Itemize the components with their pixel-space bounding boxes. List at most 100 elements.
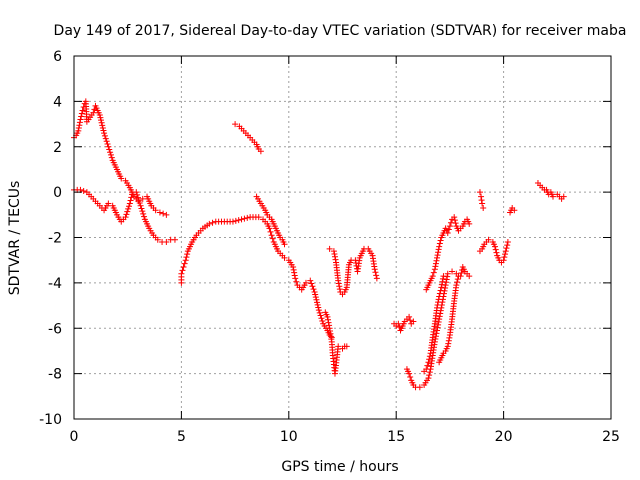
data-point-marker <box>443 279 450 286</box>
series-2 <box>71 186 178 246</box>
data-point-marker <box>434 324 441 331</box>
data-point-marker <box>395 320 402 327</box>
data-point-marker <box>335 280 342 287</box>
data-point-marker <box>313 296 320 303</box>
data-point-marker <box>430 269 437 276</box>
data-point-marker <box>454 276 461 283</box>
data-point-marker <box>437 287 444 294</box>
data-point-marker <box>76 122 83 129</box>
data-point-marker <box>179 267 186 274</box>
data-point-marker <box>332 256 339 263</box>
data-point-marker <box>90 109 97 116</box>
data-point-marker <box>425 359 432 366</box>
data-point-marker <box>331 253 338 260</box>
data-point-marker <box>310 286 317 293</box>
data-point-marker <box>501 254 508 261</box>
data-point-marker <box>232 121 239 128</box>
series-13 <box>476 189 487 212</box>
axis-ticks <box>73 55 612 420</box>
data-point-marker <box>436 243 443 250</box>
data-point-marker <box>434 301 441 308</box>
data-point-marker <box>105 200 112 207</box>
data-point-marker <box>154 236 161 243</box>
data-point-marker <box>343 343 350 350</box>
data-point-marker <box>76 119 83 126</box>
data-point-marker <box>128 191 135 198</box>
data-point-marker <box>311 288 318 295</box>
data-point-marker <box>335 277 342 284</box>
data-point-marker <box>436 293 443 300</box>
data-point-marker <box>183 254 190 261</box>
data-point-marker <box>406 313 413 320</box>
data-point-marker <box>324 313 331 320</box>
data-point-marker <box>444 270 451 277</box>
data-point-marker <box>437 237 444 244</box>
x-tick-label: 25 <box>602 429 620 445</box>
data-point-marker <box>141 213 148 220</box>
data-point-marker <box>426 369 433 376</box>
data-point-marker <box>560 193 567 200</box>
data-point-marker <box>152 207 159 214</box>
data-point-marker <box>99 124 106 131</box>
data-point-marker <box>335 343 342 350</box>
data-point-marker <box>493 249 500 256</box>
data-point-marker <box>502 251 509 258</box>
data-point-marker <box>407 317 414 324</box>
data-point-marker <box>500 257 507 264</box>
data-point-marker <box>290 266 297 273</box>
data-point-marker <box>550 193 557 200</box>
data-point-marker <box>485 236 492 243</box>
data-point-marker <box>504 239 511 246</box>
series-10 <box>423 214 473 293</box>
data-point-marker <box>163 239 170 246</box>
data-point-marker <box>336 283 343 290</box>
data-point-marker <box>444 229 451 236</box>
y-tick-label: 4 <box>53 94 62 110</box>
data-point-marker <box>503 245 510 252</box>
data-point-marker <box>330 248 337 255</box>
data-point-marker <box>78 113 85 120</box>
chart-title: Day 149 of 2017, Sidereal Day-to-day VTE… <box>54 23 627 39</box>
data-point-marker <box>434 304 441 311</box>
data-point-marker <box>97 114 104 121</box>
data-point-marker <box>156 209 163 216</box>
data-point-marker <box>307 277 314 284</box>
data-point-marker <box>140 210 147 217</box>
data-point-marker <box>127 197 134 204</box>
data-point-marker <box>123 211 130 218</box>
data-point-marker <box>432 263 439 270</box>
data-point-marker <box>269 235 276 242</box>
y-tick-label: -6 <box>48 321 62 337</box>
data-point-marker <box>134 191 141 198</box>
data-point-marker <box>139 208 146 215</box>
data-point-marker <box>75 127 82 134</box>
x-tick-label: 5 <box>177 429 186 445</box>
data-point-marker <box>445 226 452 233</box>
data-point-marker <box>184 251 191 258</box>
data-point-marker <box>325 319 332 326</box>
data-point-marker <box>451 214 458 221</box>
data-point-marker <box>435 299 442 306</box>
data-point-marker <box>137 202 144 209</box>
data-points <box>71 98 567 391</box>
data-point-marker <box>122 214 129 221</box>
data-point-marker <box>451 217 458 224</box>
data-point-marker <box>478 193 485 200</box>
data-point-marker <box>244 214 251 221</box>
x-tick-label: 15 <box>387 429 405 445</box>
series-1 <box>71 98 170 218</box>
data-point-marker <box>232 217 239 224</box>
data-point-marker <box>103 138 110 145</box>
y-tick-label: 0 <box>53 185 62 201</box>
data-point-marker <box>79 107 86 114</box>
data-point-marker <box>209 219 216 226</box>
data-point-marker <box>133 189 140 196</box>
data-point-marker <box>445 337 452 344</box>
data-point-marker <box>373 272 380 279</box>
data-point-marker <box>504 242 511 249</box>
data-point-marker <box>309 283 316 290</box>
data-point-marker <box>126 200 133 207</box>
data-point-marker <box>416 384 423 391</box>
data-point-marker <box>229 218 236 225</box>
